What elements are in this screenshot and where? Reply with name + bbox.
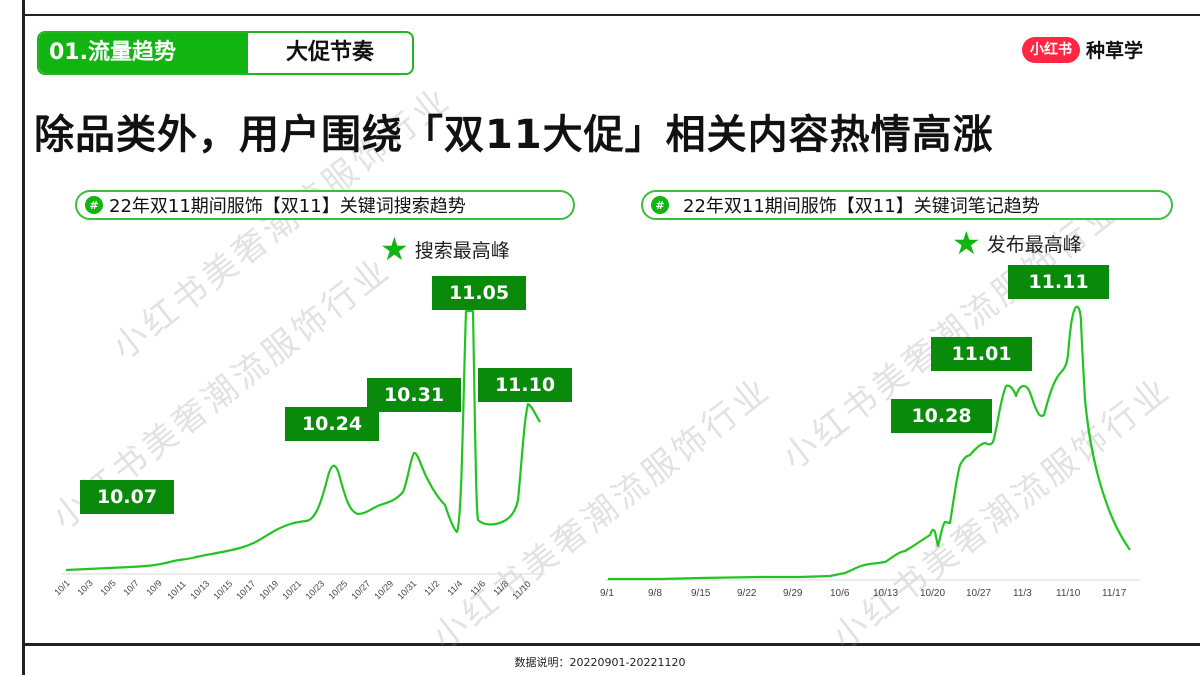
watermark: 小红书美奢潮流服饰行业 [824, 368, 1179, 658]
svg-text:10/21: 10/21 [280, 578, 303, 601]
right-chart-title: # 22年双11期间服饰【双11】关键词笔记趋势 [641, 190, 1173, 220]
svg-text:10/13: 10/13 [873, 588, 898, 599]
annotation-tag-10-07: 10.07 [80, 480, 174, 514]
svg-text:11/6: 11/6 [468, 578, 487, 597]
frame-left-border [22, 0, 25, 675]
svg-text:9/29: 9/29 [783, 588, 803, 599]
data-source-note: 数据说明：20220901-20221120 [514, 656, 686, 669]
right-x-tick-labels: 9/1 9/8 9/15 9/22 9/29 10/6 10/13 10/20 … [600, 588, 1127, 599]
annotation-tag-10-24: 10.24 [285, 407, 379, 441]
svg-text:10/11: 10/11 [165, 579, 188, 602]
left-chart-title-text: 22年双11期间服饰【双11】关键词搜索趋势 [109, 196, 466, 217]
svg-text:11/8: 11/8 [491, 578, 510, 597]
svg-text:10/17: 10/17 [234, 578, 257, 601]
svg-text:11/10: 11/10 [1056, 588, 1081, 599]
star-icon: ★ [380, 230, 409, 268]
svg-text:10/25: 10/25 [326, 578, 349, 601]
annotation-tag-11-05: 11.05 [432, 276, 526, 310]
left-chart-title: # 22年双11期间服饰【双11】关键词搜索趋势 [75, 190, 575, 220]
page-title: 除品类外，用户围绕「双11大促」相关内容热情高涨 [34, 112, 994, 158]
svg-text:9/22: 9/22 [737, 588, 757, 599]
svg-text:10/9: 10/9 [144, 578, 163, 597]
left-peak-note: ★ 搜索最高峰 [380, 230, 510, 268]
svg-text:9/1: 9/1 [600, 588, 614, 599]
brand-logo: 小红书 [1022, 36, 1080, 63]
svg-text:11/4: 11/4 [445, 578, 464, 597]
svg-text:10/27: 10/27 [966, 588, 991, 599]
frame-bottom-border [22, 643, 1200, 646]
section-number: 01.流量趋势 [39, 33, 248, 73]
svg-text:10/15: 10/15 [211, 578, 234, 601]
svg-text:10/29: 10/29 [372, 578, 395, 601]
section-subtitle: 大促节奏 [285, 40, 374, 65]
svg-text:10/6: 10/6 [830, 588, 850, 599]
svg-text:9/15: 9/15 [691, 588, 711, 599]
star-icon: ★ [952, 224, 981, 262]
annotation-tag-11-11: 11.11 [1008, 265, 1109, 299]
svg-text:10/5: 10/5 [98, 578, 117, 597]
right-peak-note: ★ 发布最高峰 [952, 224, 1082, 262]
watermark: 小红书美奢潮流服饰行业 [424, 368, 779, 658]
frame-top-border [22, 14, 1200, 16]
svg-text:11/3: 11/3 [1013, 588, 1032, 599]
brand-name: 种草学 [1086, 40, 1144, 62]
brand: 小红书 种草学 [1022, 36, 1143, 63]
svg-text:10/3: 10/3 [75, 578, 94, 597]
svg-text:10/19: 10/19 [257, 578, 280, 601]
left-x-tick-labels: 10/1 10/3 10/5 10/7 10/9 10/11 10/13 10/… [52, 578, 533, 601]
right-peak-note-text: 发布最高峰 [986, 233, 1082, 256]
svg-text:10/23: 10/23 [303, 578, 326, 601]
annotation-tag-11-10: 11.10 [478, 368, 572, 402]
annotation-tag-11-01: 11.01 [931, 337, 1032, 371]
annotation-tag-10-28: 10.28 [891, 399, 992, 433]
left-peak-note-text: 搜索最高峰 [414, 239, 510, 262]
right-chart-title-text: 22年双11期间服饰【双11】关键词笔记趋势 [683, 196, 1040, 217]
section-badge: 01.流量趋势 大促节奏 [37, 31, 414, 75]
svg-text:10/27: 10/27 [349, 578, 372, 601]
svg-text:10/7: 10/7 [121, 578, 140, 597]
svg-text:10/20: 10/20 [920, 588, 945, 599]
svg-text:11/10: 11/10 [510, 579, 533, 602]
svg-text:9/8: 9/8 [648, 588, 662, 599]
svg-text:10/1: 10/1 [52, 578, 71, 597]
hashtag-icon: # [85, 196, 103, 214]
hashtag-icon: # [651, 196, 669, 214]
svg-text:10/31: 10/31 [395, 578, 418, 601]
svg-text:10/13: 10/13 [188, 578, 211, 601]
svg-text:11/17: 11/17 [1102, 588, 1127, 599]
annotation-tag-10-31: 10.31 [367, 378, 461, 412]
right-note-trend-line [608, 305, 1131, 581]
svg-text:11/2: 11/2 [422, 578, 441, 597]
